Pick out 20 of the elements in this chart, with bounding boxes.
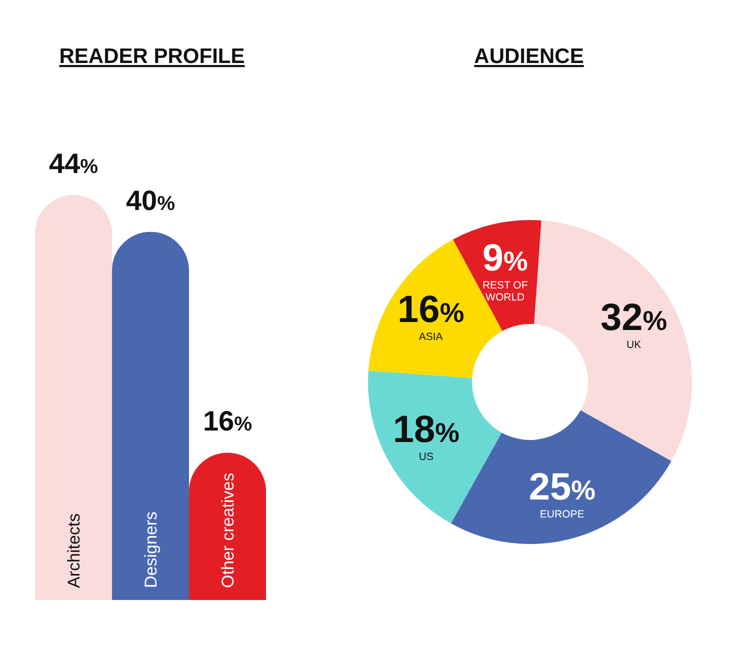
slice-label: US bbox=[418, 451, 434, 464]
slice-label: ASIA bbox=[418, 331, 443, 344]
chart-title: AUDIENCE bbox=[474, 45, 584, 68]
donut-slice bbox=[534, 220, 692, 462]
data-label: 44% bbox=[48, 148, 98, 179]
data-label: 18% bbox=[392, 409, 460, 452]
donut-slice bbox=[368, 370, 502, 524]
chart-title: READER PROFILE bbox=[59, 45, 245, 68]
slice-label: EUROPE bbox=[540, 508, 584, 521]
slice-label: UK bbox=[626, 338, 642, 351]
slice-label: REST OF WORLD bbox=[482, 280, 528, 304]
x-tick-label: Designers bbox=[142, 511, 160, 588]
x-tick-label: Other creatives bbox=[218, 472, 238, 588]
data-label: 25% bbox=[528, 466, 596, 509]
data-label: 9% bbox=[482, 238, 528, 280]
data-label: 40% bbox=[126, 184, 176, 216]
data-label: 16% bbox=[202, 406, 252, 437]
data-label: 32% bbox=[600, 296, 668, 339]
x-tick-label: Architects bbox=[64, 513, 84, 588]
data-label: 16% bbox=[398, 289, 464, 332]
